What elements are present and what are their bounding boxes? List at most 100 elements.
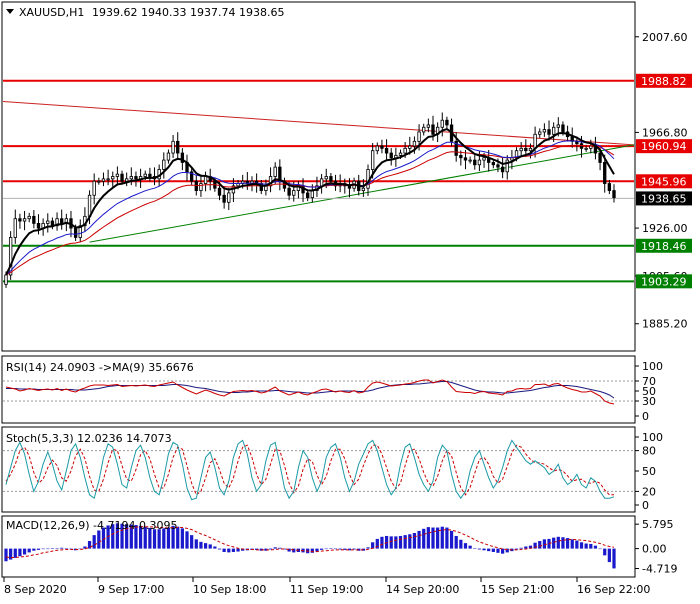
stoch-panel-frame [1,426,636,513]
macd-bar [194,539,198,549]
stoch-d-line [5,444,614,496]
rsi-label: RSI(14) 24.0903 ->MA(9) 35.6676 [6,361,194,374]
candle-body [143,173,147,177]
macd-bar [431,527,435,549]
time-tick-label: 9 Sep 17:00 [98,583,164,596]
macd-bar [32,548,36,551]
candle-body [598,152,602,163]
stoch-tick-label: 20 [642,485,656,498]
candle-body [375,145,379,152]
candle-body [310,190,314,199]
macd-bar [593,545,598,549]
macd-bar [203,543,208,549]
candle-body [13,218,17,238]
macd-bar [329,548,333,549]
macd-bar [190,535,194,549]
macd-bar [426,527,430,549]
macd-label: MACD(12,26,9) -4.7194 0.3095 [6,519,177,532]
macd-bar [315,548,319,552]
macd-bar [482,548,486,551]
candle-body [561,124,565,133]
macd-bar [264,548,268,551]
macd-bar [129,524,133,549]
candle-body [491,162,495,166]
candle-body [78,225,82,238]
macd-bar [454,535,458,549]
macd-bar [185,531,189,549]
candle-body [584,147,588,150]
macd-signal-line [5,526,615,558]
time-tick-label: 14 Sep 20:00 [386,583,459,596]
macd-bar [171,525,175,549]
level-price-tag [636,73,692,88]
candle-body [4,274,8,285]
macd-bar [46,548,50,550]
candle-body [73,227,78,238]
macd-bar [50,548,55,549]
candle-body [36,222,41,229]
macd-bar [552,537,556,549]
macd-bar [138,525,143,549]
macd-bar [556,536,560,549]
macd-tick-label: 5.795 [642,518,674,531]
candle-body [524,147,528,152]
trendline[interactable] [89,144,635,243]
macd-bar [496,548,500,553]
macd-bar [13,548,17,558]
candle-body [538,131,542,135]
macd-bar [584,543,588,549]
candle-body [46,220,50,224]
macd-bar [101,527,106,549]
macd-bar [120,523,124,549]
main-panel-frame [1,1,636,352]
candle-body [55,218,59,227]
trendline[interactable] [2,100,635,146]
price-tick-label: 1926.00 [642,222,688,235]
ma-fast-line [5,128,615,276]
macd-bar [125,524,129,549]
candle-body [292,190,296,196]
macd-bar [208,544,212,549]
macd-bar [343,548,347,550]
time-tick-label: 11 Sep 19:00 [290,583,363,596]
candle-body [18,218,22,222]
time-tick-label: 16 Sep 22:00 [577,583,650,596]
candle-body [329,176,333,182]
current-price-label: 1938.65 [641,192,687,205]
candle-body [189,171,194,182]
triangle-down-icon[interactable] [6,9,14,14]
macd-bar [4,548,8,562]
stoch-tick-label: 0 [642,499,649,512]
stoch-label: Stoch(5,3,3) 12.0236 14.7073 [6,432,172,445]
macd-bar [589,543,593,549]
level-price-tag [636,139,692,154]
macd-bar [143,526,147,549]
candle-body [60,218,64,224]
macd-bar [148,527,152,549]
x-axis: 8 Sep 2020 9 Sep 17:00 10 Sep 18:00 11 Sep … [3,577,650,596]
macd-bar [436,527,440,549]
candle-body [408,145,412,149]
macd-bar [176,526,180,549]
macd-bar [570,539,574,549]
macd-bar [366,547,370,549]
macd-bar [213,546,217,549]
candle-body [203,176,208,184]
level-price-label: 1903.29 [641,275,687,288]
macd-bar [445,527,449,549]
macd-bar [92,535,96,549]
macd-bar [55,548,59,549]
candle-body [384,147,389,154]
macd-bar [607,548,611,563]
macd-bar [324,548,328,550]
candle-body [398,152,403,156]
macd-bar [134,525,138,549]
candle-body [556,124,560,128]
macd-bar [417,530,421,549]
macd-bar [533,542,537,549]
candle-body [431,124,435,135]
stoch-tick-label: 50 [642,465,656,478]
